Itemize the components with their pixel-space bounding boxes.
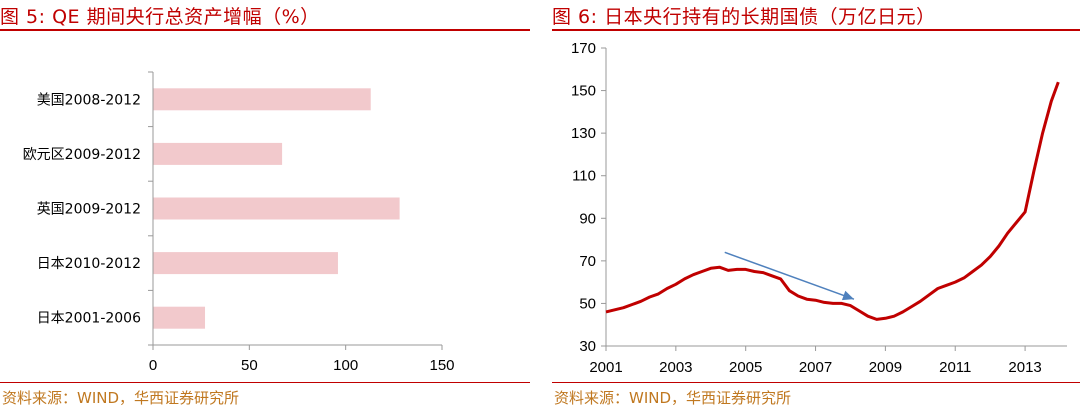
x-tick-label: 150 [429,357,454,374]
y-tick-label: 90 [579,210,596,227]
bar [153,142,283,165]
y-tick-label: 150 [571,83,596,100]
left-source-note: 资料来源：WIND，华西证券研究所 [2,389,240,407]
right-chart-title: 图 6: 日本央行持有的长期国债（万亿日元） [552,6,936,28]
y-tick-label: 110 [572,168,596,185]
x-tick-label: 2013 [1008,359,1041,376]
left-chart-title: 图 5: QE 期间央行总资产增幅（%） [0,6,320,28]
series-line [605,81,1060,321]
trend-arrow-shaft [724,251,855,300]
x-tick-label: 50 [241,357,258,374]
right-source-note: 资料来源：WIND，华西证券研究所 [554,389,792,407]
bar [153,252,338,275]
x-tick-label: 2003 [659,359,692,376]
category-label: 美国2008-2012 [37,92,141,108]
x-tick-label: 2005 [729,359,762,376]
bar [153,306,206,329]
category-label: 日本2010-2012 [37,256,141,272]
left-bar-chart: 美国2008-2012 欧元区2009-2012 英国2009-2012 日本2010… [23,71,455,374]
right-chart-panel: 图 6: 日本央行持有的长期国债（万亿日元） 30 50 70 90 110 130 150… [552,0,1080,408]
left-chart-panel: 图 5: QE 期间央行总资产增幅（%） 美国2008-2012 欧元区2009-… [0,0,530,408]
bar [153,88,371,111]
category-label: 英国2009-2012 [37,201,141,218]
x-tick-label: 2001 [589,359,622,376]
y-tick-label: 30 [579,338,596,355]
category-label: 日本2001-2006 [37,311,141,327]
right-title-rule [552,29,1080,31]
y-tick-label: 50 [579,295,596,312]
category-label: 欧元区2009-2012 [23,147,141,163]
x-tick-label: 2007 [799,359,832,376]
y-tick-label: 170 [571,40,596,57]
y-tick-label: 130 [571,125,596,142]
left-title-rule [0,29,530,31]
x-tick-label: 2009 [869,359,902,376]
x-tick-label: 100 [333,357,358,374]
bar [153,197,400,220]
y-tick-label: 70 [579,253,596,270]
right-line-chart: 30 50 70 90 110 130 150 170 2001 2003 2005 2007 2009… [571,40,1067,376]
left-source-rule [0,382,530,383]
x-tick-label: 2011 [939,359,971,376]
x-tick-label: 0 [149,357,157,374]
trend-arrow-head [841,290,854,301]
right-source-rule [552,382,1080,383]
